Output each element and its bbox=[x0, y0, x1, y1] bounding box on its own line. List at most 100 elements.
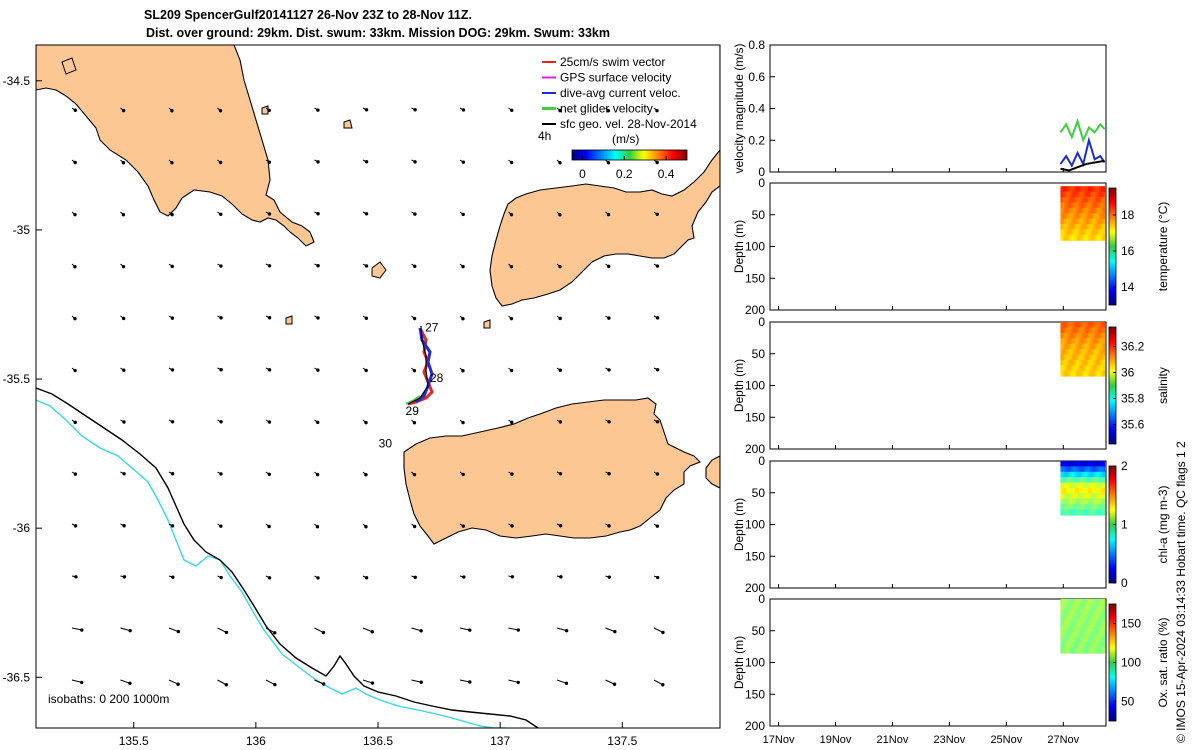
y-tick-label: 200 bbox=[745, 303, 765, 317]
heatmap-cell bbox=[1071, 348, 1074, 355]
heatmap-cell bbox=[1075, 609, 1078, 616]
heatmap-cell bbox=[1091, 482, 1095, 489]
heatmap-cell bbox=[1097, 359, 1100, 366]
heatmap-cell bbox=[1067, 504, 1071, 511]
heatmap-cell bbox=[1097, 370, 1100, 377]
heatmap-cell bbox=[1060, 223, 1063, 230]
heatmap-cell bbox=[1095, 207, 1098, 214]
heatmap-cell bbox=[1099, 223, 1102, 230]
heatmap-cell bbox=[1065, 365, 1069, 372]
heatmap-cell bbox=[1071, 609, 1074, 616]
heatmap-cell bbox=[1073, 466, 1076, 473]
heatmap-cell bbox=[1100, 370, 1104, 377]
heatmap-cell bbox=[1067, 327, 1071, 334]
heatmap-cell bbox=[1062, 615, 1065, 622]
heatmap-cell bbox=[1065, 466, 1069, 473]
sfc-velocity-arrow-head bbox=[655, 524, 660, 528]
heatmap-cell bbox=[1089, 186, 1093, 193]
heatmap-cell bbox=[1080, 631, 1084, 638]
heatmap-cell bbox=[1075, 615, 1078, 622]
heatmap-cell bbox=[1064, 348, 1067, 355]
heatmap-cell bbox=[1093, 509, 1096, 516]
heatmap-cell bbox=[1082, 348, 1085, 355]
heatmap-cell bbox=[1097, 471, 1100, 478]
heatmap-cell bbox=[1075, 466, 1078, 473]
heatmap-cell bbox=[1088, 327, 1091, 334]
heatmap-cell bbox=[1100, 477, 1104, 484]
map-y-tick-label: -35 bbox=[13, 223, 31, 237]
heatmap-cell bbox=[1086, 482, 1089, 489]
heatmap-cell bbox=[1067, 186, 1071, 193]
heatmap-cell bbox=[1082, 504, 1085, 511]
heatmap-cell bbox=[1069, 487, 1073, 494]
heatmap-cell bbox=[1076, 234, 1080, 241]
heatmap-cell bbox=[1102, 498, 1106, 505]
heatmap-cell bbox=[1086, 338, 1089, 345]
heatmap-cell bbox=[1084, 332, 1087, 339]
heatmap-cell bbox=[1082, 327, 1085, 334]
heatmap-cell bbox=[1073, 359, 1076, 366]
heatmap-cell bbox=[1102, 509, 1106, 516]
panel-frame bbox=[769, 321, 1107, 450]
heatmap-cell bbox=[1082, 493, 1085, 500]
heatmap-cell bbox=[1078, 354, 1082, 361]
heatmap-cell bbox=[1064, 202, 1067, 209]
heatmap-cell bbox=[1073, 332, 1076, 339]
sfc-velocity-arrow-head bbox=[273, 682, 277, 687]
heatmap-cell bbox=[1099, 354, 1102, 361]
heatmap-cell bbox=[1078, 196, 1082, 203]
heatmap-cell bbox=[1065, 604, 1069, 611]
heatmap-cell bbox=[1086, 229, 1089, 236]
heatmap-cell bbox=[1076, 191, 1080, 198]
heatmap-cell bbox=[1099, 471, 1102, 478]
colorbar-tick-label: 35.6 bbox=[1121, 418, 1145, 432]
heatmap-cell bbox=[1076, 493, 1080, 500]
heatmap-cell bbox=[1060, 487, 1063, 494]
heatmap-cell bbox=[1102, 343, 1106, 350]
y-tick-label: 150 bbox=[745, 549, 765, 563]
heatmap-cell bbox=[1082, 599, 1085, 605]
heatmap-cell bbox=[1093, 343, 1096, 350]
sfc-velocity-arrow-head bbox=[128, 681, 132, 686]
heatmap-cell bbox=[1089, 327, 1093, 334]
heatmap-cell bbox=[1100, 493, 1104, 500]
sfc-velocity-arrow-head bbox=[364, 160, 369, 164]
heatmap-cell bbox=[1062, 332, 1065, 339]
heatmap-cell bbox=[1102, 332, 1106, 339]
heatmap-cell bbox=[1084, 207, 1087, 214]
heatmap-cell bbox=[1097, 647, 1100, 654]
heatmap-cell bbox=[1099, 609, 1102, 616]
heatmap-cell bbox=[1091, 196, 1095, 203]
heatmap-cell bbox=[1064, 343, 1067, 350]
heatmap-cell bbox=[1093, 234, 1096, 241]
heatmap-cell bbox=[1071, 327, 1074, 334]
heatmap-cell bbox=[1088, 359, 1091, 366]
heatmap-cell bbox=[1088, 322, 1091, 328]
heatmap-cell bbox=[1073, 202, 1076, 209]
heatmap-cell bbox=[1099, 229, 1102, 236]
heatmap-cell bbox=[1086, 647, 1089, 654]
heatmap-cell bbox=[1075, 354, 1078, 361]
heatmap-cell bbox=[1060, 322, 1063, 328]
heatmap-cell bbox=[1089, 482, 1093, 489]
heatmap-cell bbox=[1088, 487, 1091, 494]
heatmap-cell bbox=[1065, 615, 1069, 622]
heatmap-cell bbox=[1064, 223, 1067, 230]
heatmap-cell bbox=[1102, 631, 1106, 638]
map-x-tick-label: 136 bbox=[246, 734, 266, 748]
sfc-velocity-arrow-head bbox=[273, 631, 277, 635]
heatmap-cell bbox=[1093, 642, 1096, 649]
heatmap-cell bbox=[1067, 482, 1071, 489]
heatmap-cell bbox=[1064, 354, 1067, 361]
heatmap-cell bbox=[1069, 504, 1073, 511]
heatmap-cell bbox=[1069, 332, 1073, 339]
sfc-velocity-arrow-head bbox=[413, 108, 417, 112]
heatmap-cell bbox=[1062, 493, 1065, 500]
heatmap-cell bbox=[1102, 493, 1106, 500]
heatmap-cell bbox=[1099, 509, 1102, 516]
heatmap-cell bbox=[1080, 615, 1084, 622]
heatmap-cell bbox=[1071, 498, 1074, 505]
heatmap-cell bbox=[1067, 599, 1071, 605]
heatmap-cell bbox=[1080, 223, 1084, 230]
